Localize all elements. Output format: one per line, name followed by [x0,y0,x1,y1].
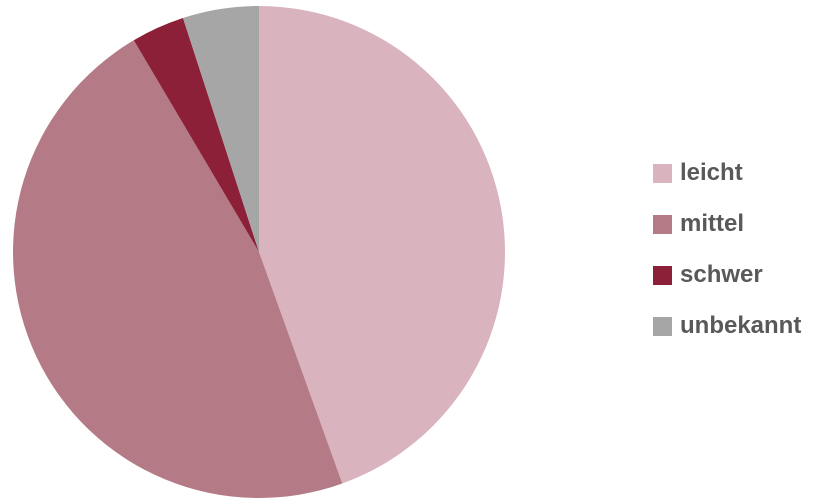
legend-item-mittel: mittel [653,211,811,237]
legend: leicht mittel schwer unbekannt [653,160,811,364]
legend-label-mittel: mittel [680,210,745,237]
legend-label-leicht: leicht [680,159,743,186]
legend-swatch-unbekannt [653,316,672,336]
pie-slice-mittel [13,40,343,499]
legend-swatch-leicht [653,163,672,183]
legend-item-schwer: schwer [653,262,811,288]
legend-label-unbekannt: unbekannt [680,312,802,339]
pie-slice-unbekannt [182,6,259,252]
legend-swatch-mittel [653,214,672,234]
legend-item-unbekannt: unbekannt [653,313,811,339]
pie-slice-schwer [133,18,259,252]
pie-slice-leicht [259,5,506,484]
legend-label-schwer: schwer [680,261,763,288]
legend-item-leicht: leicht [653,160,811,186]
legend-swatch-schwer [653,265,672,285]
